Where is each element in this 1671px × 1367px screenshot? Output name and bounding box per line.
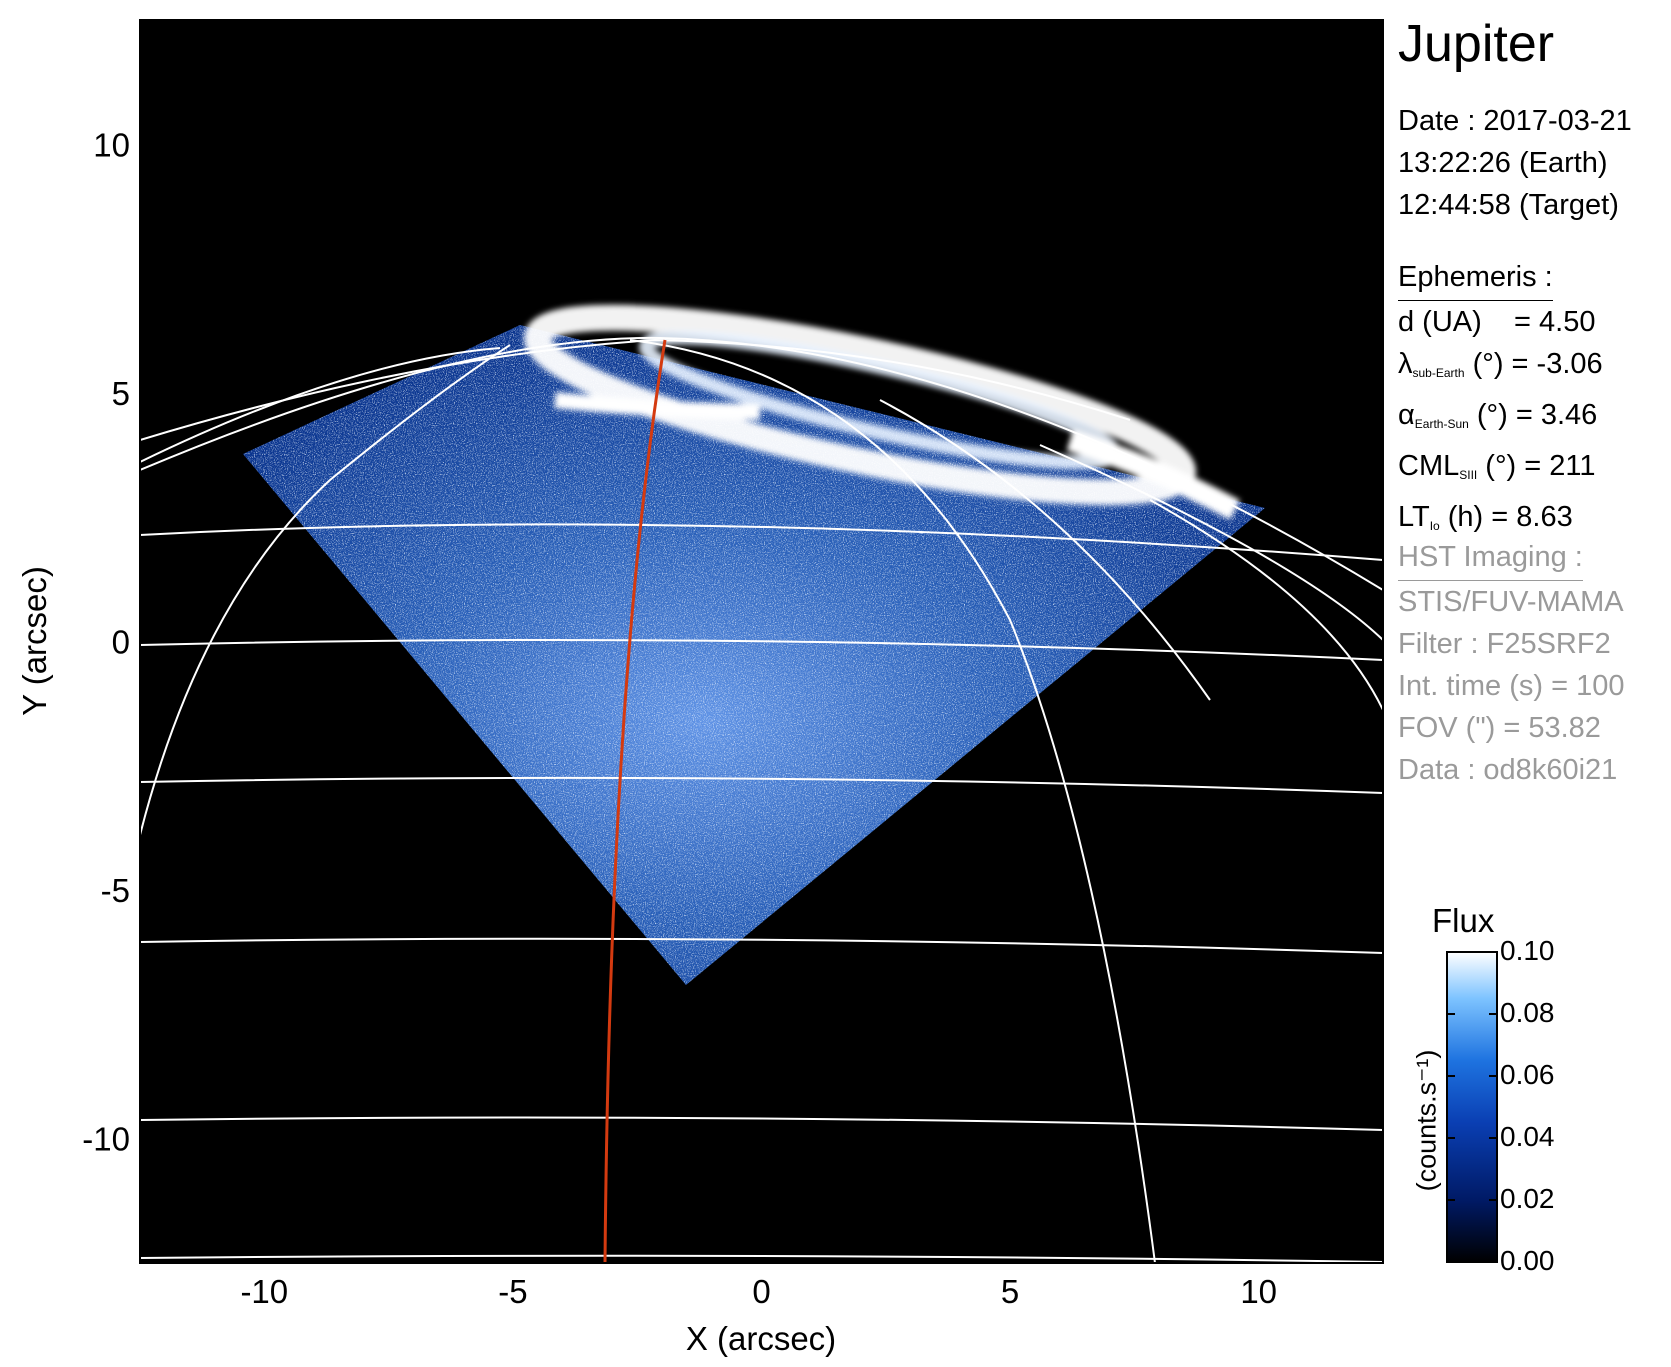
colorbar — [1446, 951, 1498, 1263]
x-tick-label: 10 — [1240, 1273, 1277, 1310]
ephemeris-phase-angle: αEarth-Sun (°) = 3.46 — [1398, 399, 1598, 431]
x-tick-label: 5 — [1001, 1273, 1019, 1310]
colorbar-tick-label: 0.02 — [1500, 1183, 1555, 1214]
x-tick-label: -5 — [498, 1273, 527, 1310]
colorbar-tick-label: 0.00 — [1500, 1245, 1555, 1276]
hst-data-id: Data : od8k60i21 — [1398, 754, 1618, 786]
ephemeris-heading: Ephemeris : — [1398, 256, 1603, 301]
x-axis-label: X (arcsec) — [686, 1320, 836, 1357]
y-tick-label: -5 — [101, 872, 130, 909]
hst-fov: FOV (") = 53.82 — [1398, 712, 1601, 744]
colorbar-tick-label: 0.10 — [1500, 935, 1555, 966]
date-block: Date : 2017-03-21 13:22:26 (Earth) 12:44… — [1398, 100, 1632, 226]
ephemeris-sub-earth-lat: λsub-Earth (°) = -3.06 — [1398, 348, 1603, 380]
date-line: Date : 2017-03-21 — [1398, 105, 1632, 137]
y-tick-labels: 10 5 0 -5 -10 — [82, 126, 130, 1157]
cml-meridian-line — [603, 339, 667, 1263]
ephemeris-cml: CMLSIII (°) = 211 — [1398, 450, 1596, 482]
ephemeris-block: Ephemeris : d (UA) = 4.50 λsub-Earth (°)… — [1398, 256, 1603, 547]
auroral-oval — [524, 304, 1241, 520]
colorbar-tick-label: 0.04 — [1500, 1121, 1555, 1152]
y-tick-label: -10 — [82, 1121, 130, 1158]
y-axis-label: Y (arcsec) — [16, 566, 53, 716]
hst-int-time: Int. time (s) = 100 — [1398, 670, 1625, 702]
colorbar-title: Flux — [1432, 902, 1495, 939]
colorbar-tick-label: 0.06 — [1500, 1059, 1555, 1090]
x-tick-label: -10 — [240, 1273, 288, 1310]
ephemeris-io-lt: LTIo (h) = 8.63 — [1398, 501, 1573, 533]
colorbar-tick-label: 0.08 — [1500, 997, 1555, 1028]
y-tick-label: 5 — [112, 375, 130, 412]
hst-filter: Filter : F25SRF2 — [1398, 628, 1611, 660]
y-tick-label: 0 — [112, 624, 130, 661]
x-tick-labels: -10 -5 0 5 10 — [240, 1273, 1277, 1310]
hst-imaging-block: HST Imaging : STIS/FUV-MAMA Filter : F25… — [1398, 536, 1624, 791]
planet-title: Jupiter — [1398, 15, 1555, 73]
colorbar-unit: (counts.s⁻¹) — [1411, 1049, 1442, 1192]
lat-lon-grid — [140, 336, 1383, 1263]
colorbar-tick-marks — [1447, 951, 1497, 1263]
y-tick-label: 10 — [93, 126, 130, 163]
earth-time-line: 13:22:26 (Earth) — [1398, 147, 1608, 179]
hst-heading: HST Imaging : — [1398, 536, 1624, 581]
hst-instrument: STIS/FUV-MAMA — [1398, 586, 1624, 618]
x-tick-label: 0 — [752, 1273, 770, 1310]
target-time-line: 12:44:58 (Target) — [1398, 189, 1619, 221]
ephemeris-distance: d (UA) = 4.50 — [1398, 306, 1596, 338]
